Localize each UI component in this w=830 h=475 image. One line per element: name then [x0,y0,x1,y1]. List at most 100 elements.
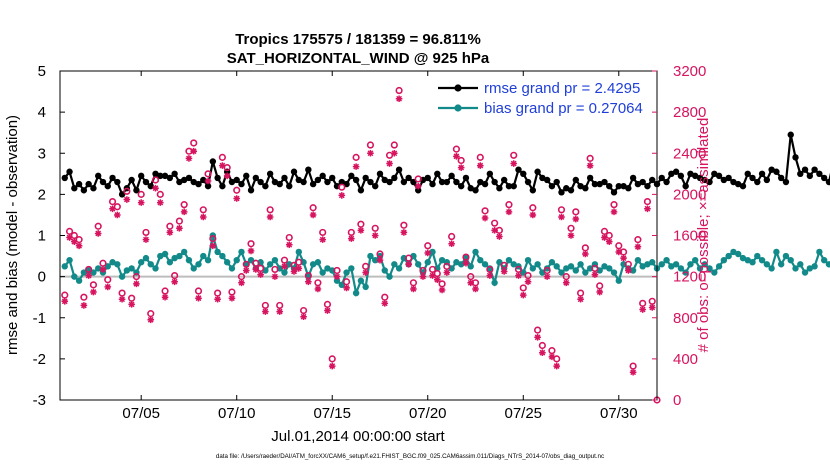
rmse-point [286,182,293,190]
plot-area: 07/05 07/10 07/15 07/20 07/25 07/30 -3 -2 -1 0 1 2 3… [33,63,830,422]
obs-possible-marker [543,266,551,275]
obs-assimilated-marker [233,195,241,202]
bias-point [582,269,589,276]
obs-assimilated-marker [491,227,498,234]
y-left-tick-label: 4 [38,104,46,121]
obs-possible-marker [247,240,255,248]
rmse-point [90,185,97,192]
obs-possible-marker [548,347,556,355]
obs-assimilated-marker [61,298,69,305]
obs-possible-marker [533,326,542,334]
bias-point [481,261,489,268]
rmse-point [109,174,116,182]
chart-title-line2: SAT_HORIZONTAL_WIND @ 925 hPa [227,50,490,67]
y-right-tick-label: 400 [673,351,698,368]
bias-point [558,269,565,276]
rmse-point [290,168,298,175]
rmse-point [257,178,264,186]
bias-point [782,252,790,260]
y-left-tick-label: 1 [38,228,46,245]
rmse-point [768,166,775,173]
rmse-point [176,178,183,186]
obs-assimilated-marker [515,272,522,279]
bias-point [610,269,618,276]
rmse-point [66,168,73,175]
obs-assimilated-marker [209,242,217,250]
rmse-point [491,178,498,186]
rmse-point [137,172,145,180]
bias-point [152,265,159,272]
obs-assimilated-marker [596,288,603,296]
obs-possible-marker [634,236,642,244]
obs-assimilated-marker [295,265,303,272]
obs-possible-marker [395,86,403,95]
bias-point [372,256,379,264]
obs-possible-marker [639,299,647,307]
y-right-tick-label: 2800 [673,104,706,121]
rmse-point [563,185,570,192]
rmse-point [758,170,766,178]
obs-possible-marker [261,301,269,310]
rmse-point [610,189,618,196]
rmse-point [596,180,603,188]
obs-assimilated-marker [118,295,126,303]
rmse-point [515,166,522,173]
obs-possible-marker [443,262,451,270]
rmse-point [792,154,799,161]
obs-possible-marker [572,208,580,216]
bias-point [281,269,288,276]
x-tick-label: 07/10 [218,405,256,422]
obs-assimilated-marker [80,302,88,309]
rmse-point [606,182,613,190]
bias-point [123,267,131,274]
obs-assimilated-marker [405,260,412,268]
obs-possible-marker [147,310,155,318]
y-right-tick-label: 1200 [673,269,706,286]
bias-point [491,279,498,286]
rmse-point [811,166,818,173]
rmse-point [243,172,250,180]
obs-possible-marker [457,156,465,165]
bias-point [629,267,637,274]
bias-point [739,254,747,262]
bias-point [429,248,436,256]
obs-assimilated-marker [266,213,274,221]
y-left-tick-label: -2 [33,351,46,368]
rmse-point [620,182,627,190]
bias-point [696,265,704,272]
obs-possible-marker [156,190,164,198]
bias-point [668,263,675,270]
obs-assimilated-marker [386,160,393,167]
obs-possible-marker [596,282,604,290]
rmse-point [166,174,174,182]
bias-point [744,256,751,264]
obs-assimilated-marker [133,280,140,288]
rmse-point [448,172,455,180]
obs-possible-marker [209,234,217,243]
obs-assimilated-marker [319,236,326,243]
rmse-point [99,178,107,186]
rmse-point [696,174,704,182]
obs-assimilated-marker [524,278,532,286]
rmse-point [787,131,794,138]
rmse-point [161,172,169,180]
bias-point [415,261,422,268]
obs-possible-marker [557,206,566,214]
obs-assimilated-marker [156,199,164,206]
obs-assimilated-marker [252,266,260,273]
y-right-tick-label: 3200 [673,63,706,80]
rmse-point [114,178,121,186]
bias-point [266,261,274,268]
legend-label-bias: bias grand pr = 0.27064 [484,100,643,117]
bias-point [792,265,799,272]
obs-assimilated-marker [71,238,78,245]
rmse-point [486,170,494,178]
rmse-point [190,178,197,186]
rmse-point [381,176,388,184]
obs-assimilated-marker [591,271,599,278]
obs-possible-marker [376,250,384,258]
bias-point [806,265,814,272]
rmse-point [725,174,732,182]
obs-assimilated-marker [195,294,202,302]
y-left-tick-label: 5 [38,63,46,80]
